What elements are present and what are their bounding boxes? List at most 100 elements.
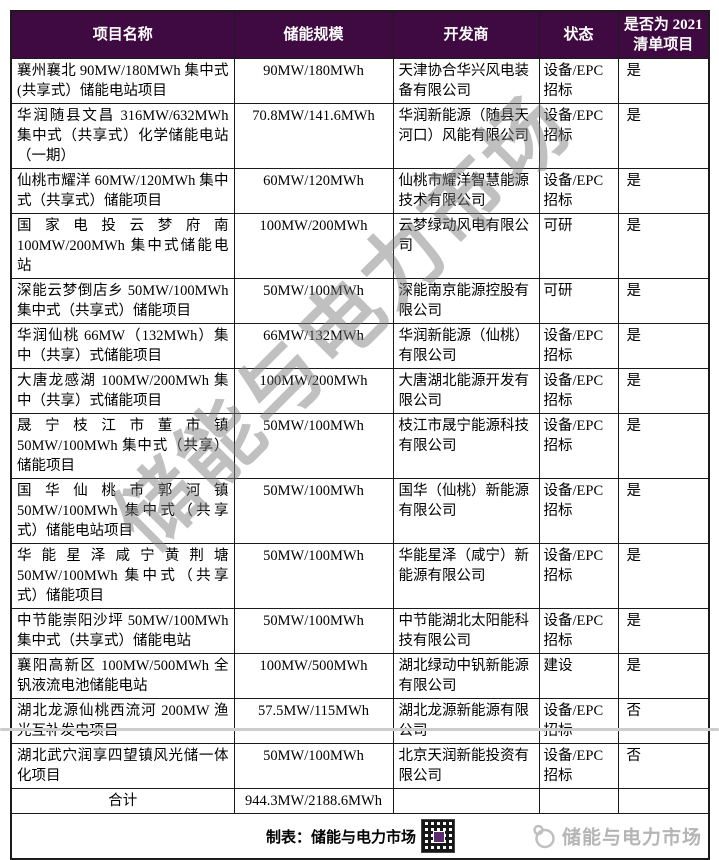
in-2021-list-cell: 是 bbox=[617, 58, 710, 104]
project-name-cell: 国华仙桃市郭河镇 50MW/100MWh 集中式（共享式）储能电站项目 bbox=[10, 478, 235, 544]
project-name-cell: 深能云梦倒店乡 50MW/100MWh 集中式（共享式）储能项目 bbox=[10, 278, 235, 324]
developer-cell: 仙桃市耀洋智慧能源技术有限公司 bbox=[392, 168, 540, 214]
storage-scale-cell: 50MW/100MWh bbox=[233, 278, 394, 324]
table-row: 襄阳高新区 100MW/500MWh 全钒液流电池储能电站 100MW/500MW… bbox=[10, 653, 710, 699]
storage-projects-table: 项目名称 储能规模 开发商 状态 是否为 2021 清单项目 襄州襄北 90MW… bbox=[10, 10, 710, 860]
status-cell: 设备/EPC 招标 bbox=[538, 743, 619, 789]
project-name-cell: 华润仙桃 66MW（132MWh）集中（共享）式储能项目 bbox=[10, 323, 235, 369]
in-2021-list-cell: 否 bbox=[617, 698, 710, 744]
credit-row: 制表：储能与电力市场 储能与电力市场 bbox=[10, 813, 710, 860]
col-header-developer: 开发商 bbox=[392, 10, 540, 59]
in-2021-list-cell: 否 bbox=[617, 743, 710, 789]
storage-scale-cell: 70.8MW/141.6MWh bbox=[233, 103, 394, 169]
project-name-cell: 湖北龙源仙桃西流河 200MW 渔光互补发电项目 bbox=[10, 698, 235, 744]
storage-scale-cell: 100MW/200MWh bbox=[233, 368, 394, 414]
cat-logo-icon bbox=[533, 824, 555, 848]
in-2021-list-cell: 是 bbox=[617, 653, 710, 699]
developer-cell: 华润新能源（随县天河口）风能有限公司 bbox=[392, 103, 540, 169]
table-row: 襄州襄北 90MW/180MWh 集中式(共享式）储能电站项目 90MW/180M… bbox=[10, 58, 710, 104]
developer-cell: 天津协合华兴风电装备有限公司 bbox=[392, 58, 540, 104]
developer-cell: 湖北绿动中钒新能源有限公司 bbox=[392, 653, 540, 699]
status-cell: 设备/EPC 招标 bbox=[538, 608, 619, 654]
table-row: 华润随县文昌 316MW/632MWh 集中式（共享式）化学储能电站（一期） 70… bbox=[10, 103, 710, 169]
status-cell: 设备/EPC 招标 bbox=[538, 698, 619, 744]
total-label: 合计 bbox=[10, 788, 235, 814]
status-cell: 设备/EPC 招标 bbox=[538, 478, 619, 544]
in-2021-list-cell: 是 bbox=[617, 168, 710, 214]
project-name-cell: 中节能崇阳沙坪 50MW/100MWh 集中式（共享式）储能电站 bbox=[10, 608, 235, 654]
project-name-cell: 国家电投云梦府南 100MW/200MWh 集中式储能电站 bbox=[10, 213, 235, 279]
status-cell: 设备/EPC 招标 bbox=[538, 323, 619, 369]
project-name-cell: 华能星泽咸宁黄荆塘 50MW/100MWh 集中式（共享式）储能项目 bbox=[10, 543, 235, 609]
storage-scale-cell: 50MW/100MWh bbox=[233, 543, 394, 609]
table-row: 晟宁枝江市董市镇 50MW/100MWh 集中式（共享）储能项目 50MW/100… bbox=[10, 413, 710, 479]
storage-scale-cell: 57.5MW/115MWh bbox=[233, 698, 394, 744]
storage-scale-cell: 100MW/200MWh bbox=[233, 213, 394, 279]
developer-cell: 华能星泽（咸宁）新能源有限公司 bbox=[392, 543, 540, 609]
status-cell: 设备/EPC 招标 bbox=[538, 168, 619, 214]
status-cell: 可研 bbox=[538, 278, 619, 324]
total-empty-cell bbox=[617, 788, 710, 814]
storage-scale-cell: 50MW/100MWh bbox=[233, 608, 394, 654]
credit-group: 制表：储能与电力市场 bbox=[265, 819, 455, 853]
col-header-status: 状态 bbox=[538, 10, 619, 59]
in-2021-list-cell: 是 bbox=[617, 478, 710, 544]
in-2021-list-cell: 是 bbox=[617, 543, 710, 609]
total-row: 合计 944.3MW/2188.6MWh bbox=[10, 788, 710, 814]
developer-cell: 大唐湖北能源开发有限公司 bbox=[392, 368, 540, 414]
in-2021-list-cell: 是 bbox=[617, 413, 710, 479]
developer-cell: 北京天润新能投资有限公司 bbox=[392, 743, 540, 789]
project-name-cell: 仙桃市耀洋 60MW/120MWh 集中式（共享式）储能项目 bbox=[10, 168, 235, 214]
table-row: 仙桃市耀洋 60MW/120MWh 集中式（共享式）储能项目 60MW/120MW… bbox=[10, 168, 710, 214]
in-2021-list-cell: 是 bbox=[617, 278, 710, 324]
in-2021-list-cell: 是 bbox=[617, 368, 710, 414]
table-row: 国华仙桃市郭河镇 50MW/100MWh 集中式（共享式）储能电站项目 50MW/… bbox=[10, 478, 710, 544]
qr-code-icon bbox=[421, 819, 455, 853]
developer-cell: 湖北龙源新能源有限公司 bbox=[392, 698, 540, 744]
table-body: 襄州襄北 90MW/180MWh 集中式(共享式）储能电站项目 90MW/180M… bbox=[10, 58, 710, 789]
storage-scale-cell: 100MW/500MWh bbox=[233, 653, 394, 699]
table-header-row: 项目名称 储能规模 开发商 状态 是否为 2021 清单项目 bbox=[10, 10, 710, 59]
in-2021-list-cell: 是 bbox=[617, 323, 710, 369]
storage-scale-cell: 60MW/120MWh bbox=[233, 168, 394, 214]
credit-text: 制表：储能与电力市场 bbox=[265, 829, 416, 846]
storage-scale-cell: 50MW/100MWh bbox=[233, 478, 394, 544]
in-2021-list-cell: 是 bbox=[617, 213, 710, 279]
table-row: 深能云梦倒店乡 50MW/100MWh 集中式（共享式）储能项目 50MW/100… bbox=[10, 278, 710, 324]
status-cell: 可研 bbox=[538, 213, 619, 279]
status-cell: 建设 bbox=[538, 653, 619, 699]
status-cell: 设备/EPC 招标 bbox=[538, 543, 619, 609]
credit-cell: 制表：储能与电力市场 储能与电力市场 bbox=[10, 813, 710, 860]
total-empty-cell bbox=[392, 788, 540, 814]
status-cell: 设备/EPC 招标 bbox=[538, 103, 619, 169]
table-row: 湖北龙源仙桃西流河 200MW 渔光互补发电项目 57.5MW/115MWh 湖北龙… bbox=[10, 698, 710, 744]
developer-cell: 深能南京能源控股有限公司 bbox=[392, 278, 540, 324]
page-bottom-shadow bbox=[0, 728, 719, 731]
table-row: 中节能崇阳沙坪 50MW/100MWh 集中式（共享式）储能电站 50MW/100… bbox=[10, 608, 710, 654]
table-row: 湖北武穴润享四望镇风光储一体化项目 50MW/100MWh 北京天润新能投资有限公司… bbox=[10, 743, 710, 789]
developer-cell: 国华（仙桃）新能源有限公司 bbox=[392, 478, 540, 544]
storage-scale-cell: 90MW/180MWh bbox=[233, 58, 394, 104]
developer-cell: 华润新能源（仙桃）有限公司 bbox=[392, 323, 540, 369]
in-2021-list-cell: 是 bbox=[617, 608, 710, 654]
storage-scale-cell: 50MW/100MWh bbox=[233, 743, 394, 789]
total-scale-value: 944.3MW/2188.6MWh bbox=[233, 788, 394, 814]
table-row: 大唐龙感湖 100MW/200MWh 集中（共享）式储能项目 100MW/200M… bbox=[10, 368, 710, 414]
project-name-cell: 华润随县文昌 316MW/632MWh 集中式（共享式）化学储能电站（一期） bbox=[10, 103, 235, 169]
in-2021-list-cell: 是 bbox=[617, 103, 710, 169]
status-cell: 设备/EPC 招标 bbox=[538, 413, 619, 479]
brand-logo-text: 储能与电力市场 bbox=[561, 827, 702, 849]
status-cell: 设备/EPC 招标 bbox=[538, 368, 619, 414]
col-header-project-name: 项目名称 bbox=[10, 10, 235, 59]
brand-logo: 储能与电力市场 bbox=[531, 823, 702, 850]
table-row: 国家电投云梦府南 100MW/200MWh 集中式储能电站 100MW/200MW… bbox=[10, 213, 710, 279]
total-empty-cell bbox=[538, 788, 619, 814]
table-row: 华能星泽咸宁黄荆塘 50MW/100MWh 集中式（共享式）储能项目 50MW/1… bbox=[10, 543, 710, 609]
page: 储能与电力市场 项目名称 储能规模 开发商 状态 是否为 2021 清单项目 襄… bbox=[0, 10, 719, 860]
col-header-storage-scale: 储能规模 bbox=[233, 10, 394, 59]
table-row: 华润仙桃 66MW（132MWh）集中（共享）式储能项目 66MW/132MWh 华… bbox=[10, 323, 710, 369]
developer-cell: 枝江市晟宁能源科技有限公司 bbox=[392, 413, 540, 479]
developer-cell: 中节能湖北太阳能科技有限公司 bbox=[392, 608, 540, 654]
project-name-cell: 襄阳高新区 100MW/500MWh 全钒液流电池储能电站 bbox=[10, 653, 235, 699]
project-name-cell: 襄州襄北 90MW/180MWh 集中式(共享式）储能电站项目 bbox=[10, 58, 235, 104]
